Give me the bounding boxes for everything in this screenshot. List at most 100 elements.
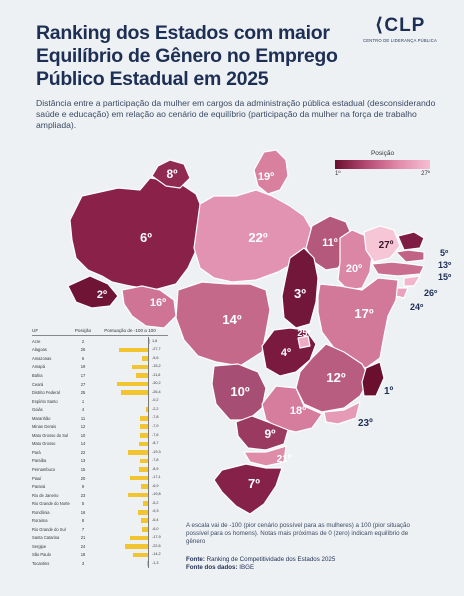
state-rn[interactable] [397,231,425,251]
rank-label-rs: 7º [248,476,260,491]
row-score-cell: -15,2 [92,362,168,372]
row-pos: 19 [80,364,86,370]
row-uf: Minas Gerais [32,424,57,430]
table-row: Mato Grosso do Sul 10 -7,6 [32,431,168,440]
state-ms[interactable] [211,363,267,421]
zero-axis [148,388,149,397]
row-uf: Mato Grosso do Sul [32,432,69,438]
row-uf: Rio de Janeiro [32,492,59,498]
score-bar [127,492,148,498]
state-pr[interactable] [235,415,289,451]
row-pos: 24 [80,543,86,549]
row-pos: 20 [80,475,86,481]
row-pos: 17 [80,372,86,378]
row-uf: Piauí [32,475,42,481]
score-bar [141,527,148,532]
score-value: -9,3 [152,509,159,514]
score-value: 1,6 [152,338,158,343]
row-pos: 18 [80,552,86,558]
legend-gradient [335,160,430,169]
row-uf: Bahia [32,372,43,378]
state-pi[interactable] [337,229,373,291]
score-value: -6,0 [152,526,159,531]
score-value: -22,6 [152,543,161,548]
rank-label-pr: 9º [264,427,276,441]
row-uf: Distrito Federal [32,390,60,396]
col-pos: Posição [74,328,92,333]
state-df[interactable] [297,335,311,349]
row-uf: Amazonas [32,355,52,361]
state-pb[interactable] [395,249,425,263]
state-rr[interactable] [151,159,191,189]
state-es[interactable] [361,361,385,397]
row-uf: Amapá [32,364,45,370]
row-score-cell: -30,2 [92,379,168,389]
score-value: -19,8 [152,492,161,497]
row-uf: Roraima [32,518,48,524]
zero-axis [148,550,149,560]
state-ap[interactable] [253,149,289,195]
col-score: Pontuação de -100 a 100 [104,328,156,333]
rank-label-to: 3º [294,286,306,301]
rank-label-al: 26º [424,288,438,298]
state-mg[interactable] [295,343,371,413]
zero-axis [148,345,149,355]
row-uf: Tocantins [32,560,50,566]
row-uf: São Paulo [32,552,51,558]
score-bar [140,433,148,438]
score-bar [138,467,148,472]
state-am[interactable] [69,177,205,291]
state-to[interactable] [281,247,319,329]
table-row: Goiás 4 -2,2 [32,405,168,414]
rank-label-mg: 12º [326,370,345,385]
score-bar [142,501,148,506]
rank-label-go: 4º [281,347,291,359]
legend-min-label: 1º [335,171,341,177]
table-row: Tocantins 3 -1,3 [32,559,168,568]
state-ac[interactable] [67,275,119,309]
score-value: -27,7 [152,347,161,352]
state-ce[interactable] [363,225,401,263]
row-score-cell: -1,3 [92,559,168,568]
row-pos: 2 [81,338,85,344]
row-score-cell: -7,8 [92,413,168,423]
row-pos: 9 [81,484,85,490]
zero-axis [148,413,149,423]
page-title: Ranking dos Estados com maior Equilíbrio… [36,22,338,90]
row-pos: 26 [80,347,86,353]
row-pos: 3 [81,560,85,566]
rank-label-rn: 5º [440,248,449,258]
row-uf: Espírito Santo [32,398,58,404]
state-mt[interactable] [175,281,271,367]
row-uf: Ceará [32,381,44,387]
score-value: -17,1 [152,475,161,480]
scale-note: A escala vai de -100 (pior cenário possí… [186,522,410,545]
row-score-cell: -14,2 [92,550,168,560]
row-pos: 12 [80,424,86,430]
state-al[interactable] [403,275,421,287]
row-score-cell: -6,9 [92,482,168,491]
row-score-cell: -19,8 [92,490,168,500]
row-uf: Paraná [32,484,46,490]
state-rs[interactable] [213,463,283,515]
score-bar [140,484,148,489]
score-bar [141,518,148,524]
table-row: Rio Grande do Sul 7 -6,0 [32,525,168,534]
rank-label-am: 6º [140,230,152,245]
color-legend: Posição 1º 27º [335,150,430,177]
score-bar [119,347,148,353]
row-pos: 15 [80,466,86,472]
state-ro[interactable] [121,285,177,329]
score-bar [146,561,148,566]
state-rj[interactable] [323,401,361,425]
score-value: -7,8 [152,415,159,420]
table-row: Sergipe 24 -22,6 [32,542,168,551]
row-score-cell: -27,7 [92,345,168,355]
state-ba[interactable] [317,277,399,369]
state-pe[interactable] [371,261,425,277]
row-score-cell: 1,6 [92,337,168,346]
state-sc[interactable] [243,445,287,467]
logo-mark: ⟨CLP [374,15,426,36]
state-se[interactable] [395,287,409,299]
row-score-cell: -22,6 [92,542,168,551]
